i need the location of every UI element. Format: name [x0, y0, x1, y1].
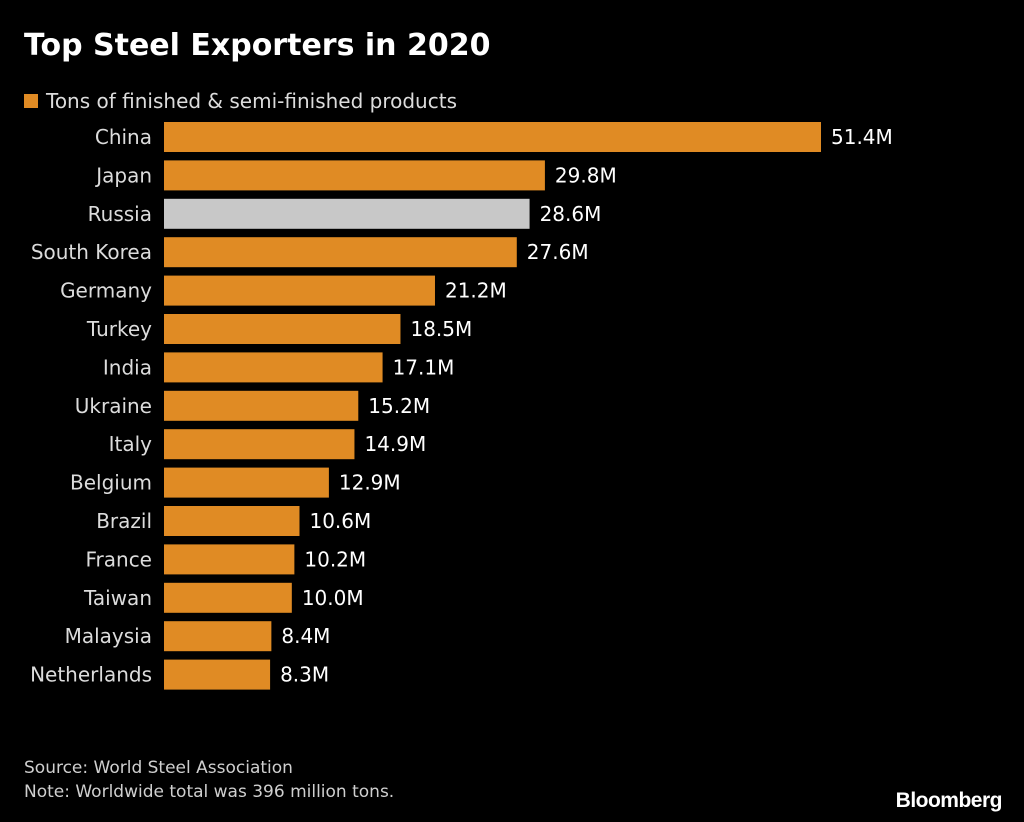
value-label: 10.0M [302, 586, 364, 610]
value-label: 15.2M [368, 394, 430, 418]
category-label: Belgium [70, 471, 152, 495]
value-label: 10.6M [309, 509, 371, 533]
category-label: South Korea [31, 240, 152, 264]
category-label: France [85, 547, 152, 571]
bar-taiwan [164, 582, 292, 613]
bar-ukraine [164, 390, 359, 421]
category-label: China [95, 125, 152, 149]
category-label: Turkey [86, 317, 152, 341]
category-label: Germany [60, 279, 152, 303]
bar-turkey [164, 314, 401, 344]
category-label: Russia [88, 202, 152, 226]
bar-netherlands [164, 659, 271, 690]
value-label: 29.8M [555, 163, 617, 187]
value-label: 10.2M [304, 547, 366, 571]
value-label: 8.4M [281, 624, 330, 648]
category-label: Malaysia [65, 624, 152, 648]
value-label: 27.6M [527, 240, 589, 264]
bar-malaysia [164, 621, 272, 652]
value-label: 14.9M [364, 432, 426, 456]
category-label: Italy [109, 432, 153, 456]
category-label: Taiwan [83, 586, 152, 610]
value-label: 21.2M [445, 279, 507, 303]
bloomberg-logo: Bloomberg [895, 789, 1003, 812]
value-label: 18.5M [410, 317, 472, 341]
value-label: 12.9M [339, 471, 401, 495]
chart-legend: Tons of finished & semi-finished product… [24, 88, 457, 114]
bar-japan [164, 160, 545, 191]
value-label: 51.4M [831, 125, 893, 149]
category-label: Netherlands [30, 663, 152, 687]
bar-italy [164, 429, 355, 460]
category-label: Brazil [96, 509, 152, 533]
bar-china [164, 122, 821, 152]
legend-label: Tons of finished & semi-finished product… [46, 89, 457, 113]
bar-france [164, 544, 295, 575]
value-label: 8.3M [280, 663, 329, 687]
category-label: Japan [94, 163, 152, 187]
value-label: 17.1M [393, 355, 455, 379]
value-label: 28.6M [540, 202, 602, 226]
bar-germany [164, 275, 435, 306]
source-note: Source: World Steel Association [24, 758, 293, 778]
legend-swatch [24, 94, 38, 108]
chart-title: Top Steel Exporters in 2020 [24, 28, 491, 63]
bar-south-korea [164, 237, 517, 268]
bar-russia [164, 198, 530, 229]
footnote: Note: Worldwide total was 396 million to… [24, 782, 395, 802]
bar-brazil [164, 506, 300, 536]
bar-india [164, 352, 383, 383]
category-label: Ukraine [75, 394, 152, 418]
bar-belgium [164, 467, 329, 498]
category-label: India [103, 355, 152, 379]
